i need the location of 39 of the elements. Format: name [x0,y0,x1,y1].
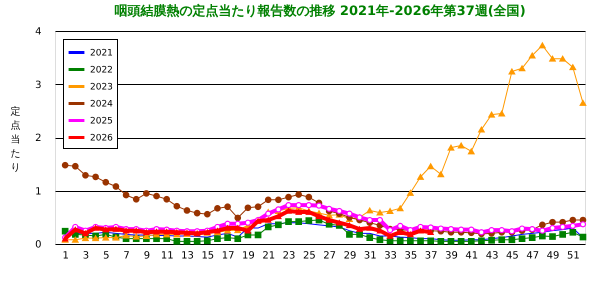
y-tick-label: 1 [35,186,42,198]
x-tick-label: 23 [282,250,296,262]
legend-label: 2021 [90,48,113,58]
x-tick-label: 43 [486,250,498,262]
x-tick-label: 1 [62,250,69,262]
y-tick-label: 4 [35,26,42,38]
x-tick-label: 37 [424,250,438,262]
y-axis-title: 定点当たり [10,106,20,174]
x-tick-label: 7 [123,250,130,262]
legend-label: 2026 [90,134,114,144]
x-tick-label: 5 [103,250,110,262]
y-tick-label: 2 [35,133,42,144]
x-tick-label: 25 [302,250,316,262]
y-tick-label: 3 [35,80,42,91]
legend-label: 2024 [90,100,114,110]
chart-title: 咽頭結膜熱の定点当たり報告数の推移 2021年-2026年第37週(全国) [114,3,526,19]
x-tick-label: 9 [144,250,150,262]
x-tick-label: 19 [242,250,255,262]
x-tick-label: 35 [404,250,418,262]
x-tick-label: 15 [201,250,214,262]
x-tick-label: 29 [344,250,356,262]
x-tick-label: 39 [445,250,458,262]
x-tick-label: 31 [364,250,377,262]
x-tick-label: 13 [181,250,194,262]
x-tick-label: 41 [465,250,478,262]
legend-label: 2025 [90,116,113,126]
x-tick-label: 49 [546,250,560,262]
x-tick-label: 33 [384,250,397,262]
x-tick-label: 3 [82,250,90,262]
x-tick-label: 17 [222,250,234,262]
x-tick-label: 51 [566,250,580,262]
legend-label: 2023 [90,82,113,92]
x-tick-label: 45 [506,250,519,262]
x-tick-label: 11 [160,250,174,262]
x-tick-label: 27 [323,250,336,262]
legend-label: 2022 [90,66,113,76]
y-tick-label: 0 [35,240,42,250]
x-tick-label: 21 [262,250,276,262]
x-tick-label: 47 [526,250,540,262]
